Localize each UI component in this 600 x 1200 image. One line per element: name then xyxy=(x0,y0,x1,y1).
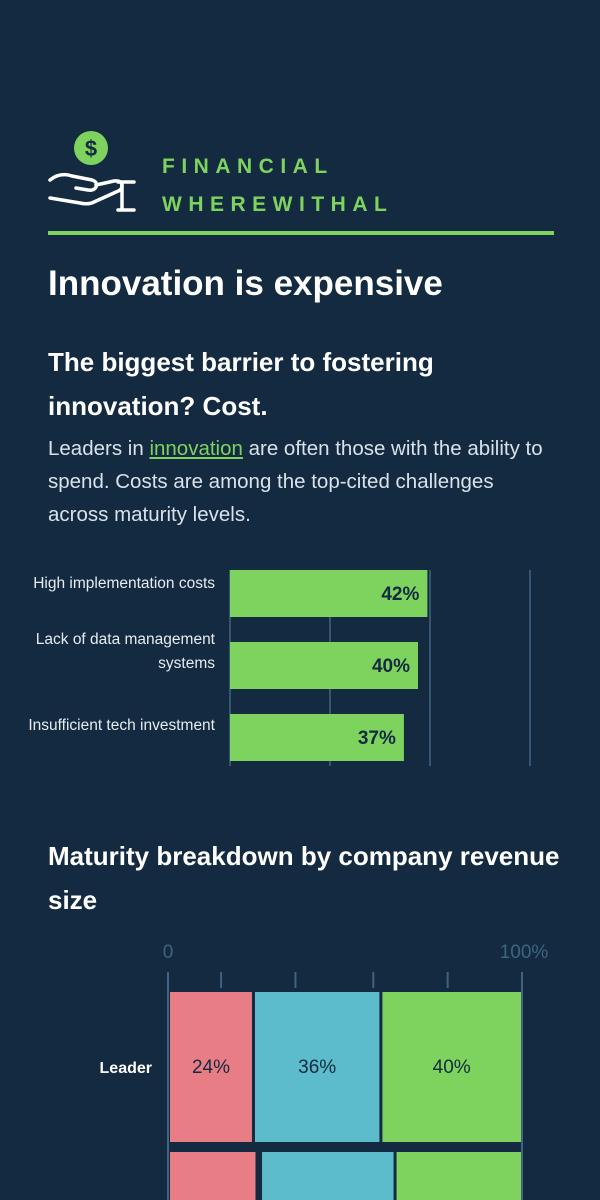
axis-label-zero: 0 xyxy=(163,942,174,963)
section-title-line1: FINANCIAL xyxy=(162,155,334,178)
maturity-stacked-chart: 0 100% Leader 24% 36% 40% xyxy=(100,942,549,1200)
bar-value-label: 42% xyxy=(381,584,419,605)
stack-segment xyxy=(382,992,521,1142)
barrier-bar-chart: 42% 40% 37% xyxy=(229,570,531,766)
svg-text:$: $ xyxy=(85,136,97,161)
innovation-link[interactable]: innovation xyxy=(149,437,243,460)
chart-title: Maturity breakdown by company revenue si… xyxy=(48,841,560,915)
stack-segment xyxy=(170,992,252,1142)
section-title-line2: WHEREWITHAL xyxy=(162,193,394,216)
segment-value-label: 40% xyxy=(433,1057,471,1078)
bar-label-data-management: Lack of data management systems xyxy=(15,628,215,676)
stack-segment-next-row xyxy=(170,1152,256,1200)
hand-holding-dollar-icon: $ xyxy=(48,131,136,212)
paragraph-text-start: Leaders in xyxy=(48,437,150,460)
paragraph-text-end: are often those with the ability to spen… xyxy=(48,437,543,526)
category-label-leader: Leader xyxy=(100,1060,152,1077)
stack-segment-next-row xyxy=(262,1152,394,1200)
subheadline: The biggest barrier to fostering innovat… xyxy=(48,347,434,421)
bar-label-implementation: High implementation costs xyxy=(33,575,215,592)
segment-value-label: 24% xyxy=(192,1057,230,1078)
section-title: FINANCIAL WHEREWITHAL xyxy=(162,148,393,224)
bar xyxy=(230,714,404,761)
header-divider xyxy=(48,231,554,235)
bar xyxy=(230,570,428,617)
bar xyxy=(230,642,418,689)
page-title: Innovation is expensive xyxy=(48,264,443,303)
bar-label-data-management-text: Lack of data management systems xyxy=(35,631,215,672)
axis-label-hundred: 100% xyxy=(500,942,549,963)
bar-value-label: 37% xyxy=(358,728,396,749)
bar-value-label: 40% xyxy=(372,656,410,677)
bar-label-tech-investment: Insufficient tech investment xyxy=(28,717,215,734)
segment-value-label: 36% xyxy=(298,1057,336,1078)
stack-segment-next-row xyxy=(396,1152,521,1200)
intro-paragraph: Leaders in innovation are often those wi… xyxy=(48,432,548,531)
stack-segment xyxy=(254,992,380,1142)
